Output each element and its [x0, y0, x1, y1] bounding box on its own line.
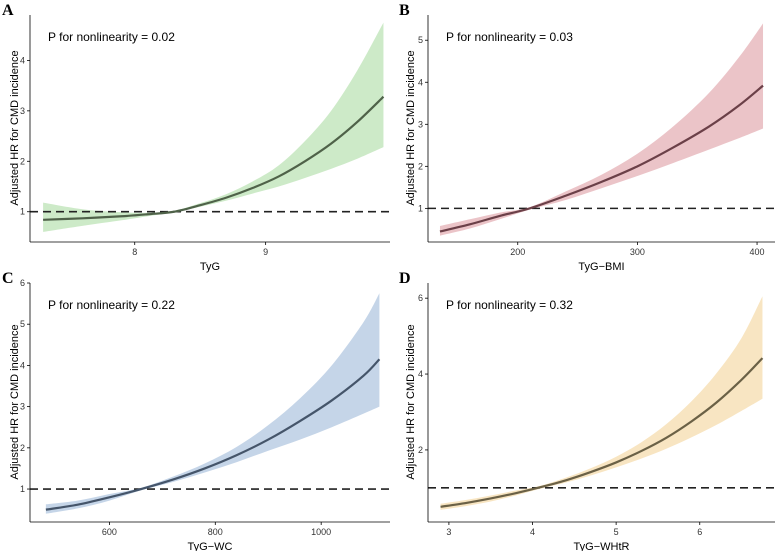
x-axis-label: TyG−BMI: [578, 261, 624, 273]
panel-letter: A: [2, 2, 14, 19]
x-tick-label: 8: [132, 247, 137, 257]
y-tick-label: 6: [418, 293, 423, 303]
x-tick-label: 300: [630, 247, 645, 257]
y-axis-label: Adjusted HR for CMD incidence: [405, 324, 417, 479]
x-tick-label: 6: [697, 527, 702, 537]
y-tick-label: 5: [418, 35, 423, 45]
x-tick-label: 3: [446, 527, 451, 537]
y-tick-label: 2: [20, 156, 25, 166]
y-tick-label: 1: [20, 484, 25, 494]
y-tick-label: 3: [20, 106, 25, 116]
y-tick-label: 2: [418, 161, 423, 171]
y-tick-label: 4: [418, 77, 423, 87]
hr-line: [439, 84, 764, 233]
y-axis-label: Adjusted HR for CMD incidence: [9, 50, 21, 205]
p-nonlinearity-annotation: P for nonlinearity = 0.32: [446, 298, 573, 312]
p-nonlinearity-annotation: P for nonlinearity = 0.03: [446, 30, 573, 44]
panel-b: 1 2 3 4 5 200 300 400 TyG−BMI Adjusted HR for CMD…: [399, 2, 775, 273]
y-tick-label: 4: [418, 369, 423, 379]
panel-d: 2 4 6 3 4 5 6 TyG−WHtR Adjusted HR for CMD incid…: [399, 270, 775, 551]
ci-band: [45, 293, 380, 514]
y-axis-label: Adjusted HR for CMD incidence: [9, 324, 21, 479]
panel-letter: C: [2, 270, 14, 287]
x-axis-label: TyG−WHtR: [574, 541, 630, 551]
ci-band: [43, 22, 384, 232]
x-tick-label: 9: [263, 247, 268, 257]
y-tick-label: 6: [20, 278, 25, 288]
y-tick-label: 1: [418, 203, 423, 213]
hr-line: [440, 357, 764, 508]
hr-line: [45, 358, 381, 511]
x-tick-label: 1000: [311, 527, 331, 537]
p-nonlinearity-annotation: P for nonlinearity = 0.02: [48, 30, 175, 44]
y-tick-label: 2: [418, 445, 423, 455]
y-tick-label: 3: [20, 402, 25, 412]
panel-c: 1 2 3 4 5 6 600 800 1000 TyG−WC Adjusted HR for CM…: [2, 270, 390, 551]
x-tick-label: 400: [750, 247, 765, 257]
p-nonlinearity-annotation: P for nonlinearity = 0.22: [48, 298, 175, 312]
panel-a: 1 2 3 4 8 9 TyG Adjusted HR for CMD incidence P …: [2, 2, 390, 273]
x-axis-label: TyG: [200, 261, 220, 273]
y-tick-label: 5: [20, 319, 25, 329]
panel-letter: D: [399, 270, 411, 287]
ci-band: [439, 23, 764, 236]
y-tick-label: 4: [20, 360, 25, 370]
x-axis-label: TyG−WC: [188, 541, 233, 551]
x-tick-label: 800: [208, 527, 223, 537]
y-tick-label: 1: [20, 207, 25, 217]
y-axis-label: Adjusted HR for CMD incidence: [405, 50, 417, 205]
x-tick-label: 4: [530, 527, 535, 537]
panel-letter: B: [399, 2, 410, 19]
y-tick-label: 4: [20, 55, 25, 65]
y-tick-label: 2: [20, 443, 25, 453]
x-tick-label: 200: [510, 247, 525, 257]
hr-line: [43, 95, 385, 221]
x-tick-label: 600: [102, 527, 117, 537]
x-tick-label: 5: [614, 527, 619, 537]
y-tick-label: 3: [418, 119, 423, 129]
